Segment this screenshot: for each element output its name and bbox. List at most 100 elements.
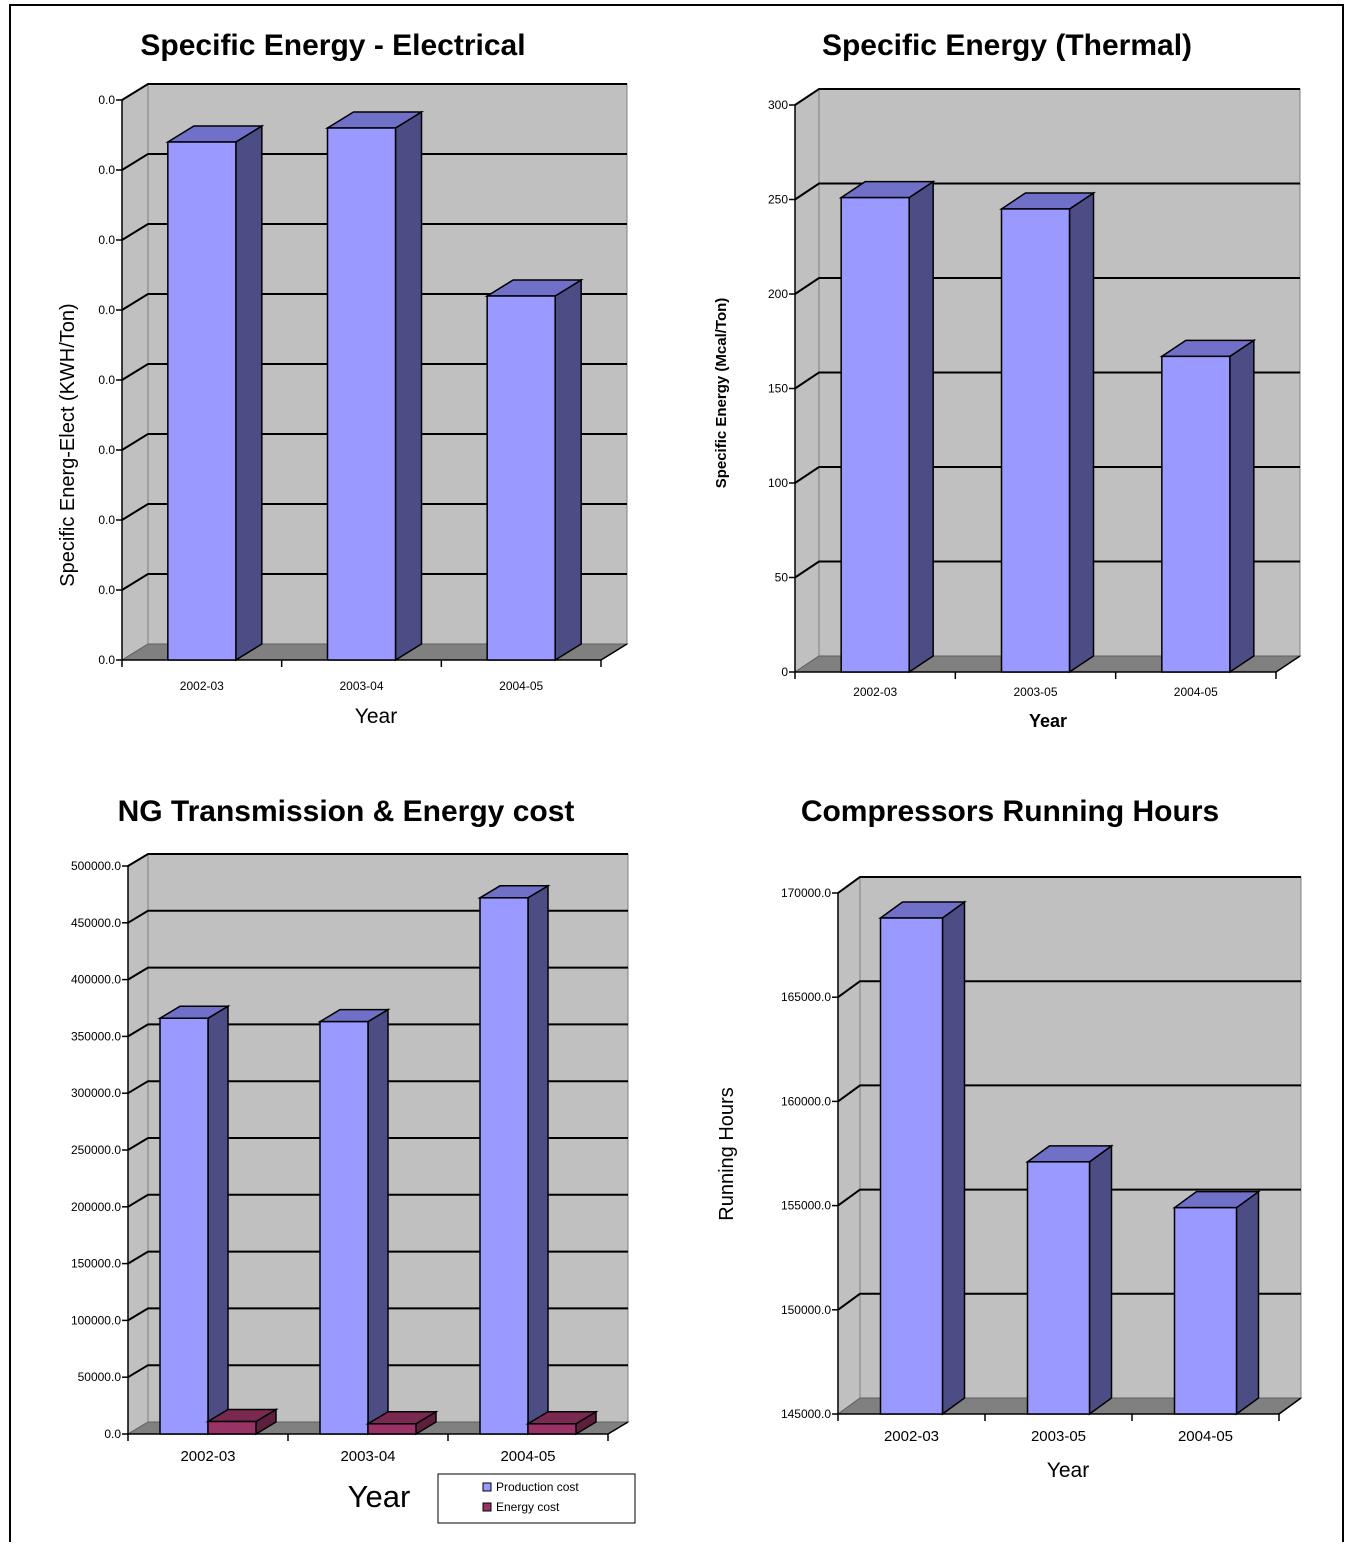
bar-series1: [477, 884, 551, 1436]
bar-series2: [205, 1408, 279, 1436]
y-tick-label: 170000.0: [781, 886, 831, 900]
bar-series1: [838, 180, 936, 674]
y-tick-label: 0.0: [98, 443, 115, 457]
y-tick-label: 250000.0: [71, 1143, 121, 1157]
legend-swatch-production: [482, 1482, 492, 1492]
bar-front: [207, 1420, 257, 1435]
x-axis-depth-line: [1278, 1397, 1302, 1415]
x-tick-label: 2004-05: [1174, 685, 1218, 699]
y-tick-label: 200: [768, 287, 788, 301]
gridline: [121, 573, 627, 591]
gridline: [121, 153, 627, 171]
plot-area-3: 0.0 50000.0 100000.0 150000.0 200000.0 250000…: [71, 853, 630, 1465]
y-tick-label: 155000.0: [781, 1199, 831, 1213]
x-tick-label: 2003-04: [340, 1448, 395, 1465]
gridline: [794, 88, 1300, 106]
x-tick-label: 2002-03: [853, 685, 897, 699]
bar-side: [1068, 191, 1095, 674]
y-tick-label: 0.0: [98, 513, 115, 527]
gridline: [127, 1307, 628, 1322]
y-tick-label: 150: [768, 382, 788, 396]
gridline: [794, 277, 1300, 295]
gridline: [121, 433, 627, 451]
gridline: [837, 980, 1301, 999]
bar-side: [908, 180, 934, 674]
chart-title: NG Transmission & Energy cost: [118, 795, 575, 828]
bar-series2: [365, 1410, 439, 1436]
y-tick-label: 100000.0: [71, 1313, 121, 1327]
gridline: [127, 1023, 628, 1038]
bar-side: [207, 1004, 229, 1436]
gridline: [127, 1137, 628, 1151]
legend-swatch-energy: [482, 1502, 492, 1512]
bar-side: [394, 110, 423, 662]
y-tick-label: 350000.0: [71, 1029, 121, 1043]
gridline: [794, 466, 1300, 484]
bar-series1: [324, 110, 425, 662]
bar-series1: [317, 1008, 391, 1436]
x-tick-label: 2002-03: [884, 1428, 939, 1445]
gridline: [837, 1292, 1301, 1311]
y-tick-label: 160000.0: [781, 1094, 831, 1108]
y-tick-label: 450000.0: [71, 916, 121, 930]
x-axis-depth-line: [600, 643, 628, 661]
bar-side: [1229, 338, 1255, 674]
bar-side: [367, 1008, 389, 1436]
y-tick-label: 145000.0: [781, 1407, 831, 1421]
y-tick-label: 200000.0: [71, 1200, 121, 1214]
gridline: [127, 1250, 628, 1265]
bar-front: [1026, 1161, 1091, 1415]
y-tick-label: 400000.0: [71, 973, 121, 987]
gridline: [794, 560, 1300, 579]
gridline: [794, 371, 1300, 390]
bar-front: [326, 127, 397, 661]
bar-side: [941, 900, 966, 1416]
side-wall: [837, 876, 861, 1415]
chart-electrical: Specific Energy - Electrical Specific En…: [57, 29, 526, 728]
bar-front: [1173, 1206, 1238, 1415]
chart-compressors: Compressors Running Hours Running Hours …: [716, 795, 1219, 1482]
chart-ng-transmission: NG Transmission & Energy cost Year Produ…: [118, 795, 636, 1524]
y-tick-label: 0.0: [98, 653, 115, 667]
bar-front: [159, 1017, 209, 1435]
y-tick-label: 250: [768, 193, 788, 207]
bar-series1: [165, 124, 265, 662]
gridline: [121, 503, 627, 521]
y-axis-label: Running Hours: [716, 1087, 738, 1220]
x-axis-label: Year: [1047, 1459, 1089, 1482]
bar-series1: [999, 191, 1096, 674]
bar-series1: [484, 278, 584, 662]
bar-front: [167, 141, 237, 661]
gridline: [837, 876, 1301, 894]
gridline: [837, 1084, 1301, 1103]
chart-thermal: Specific Energy (Thermal) Specific Energ…: [713, 29, 1192, 731]
x-tick-label: 2003-04: [339, 679, 383, 693]
gridline: [121, 83, 627, 101]
y-tick-label: 50000.0: [78, 1370, 122, 1384]
chart-title: Compressors Running Hours: [801, 795, 1219, 828]
bar-series2: [525, 1410, 599, 1436]
legend: Production cost Energy cost: [437, 1473, 636, 1524]
y-tick-label: 100: [768, 476, 788, 490]
bar-front: [319, 1020, 369, 1435]
gridline: [121, 363, 627, 381]
gridline: [837, 1188, 1301, 1207]
x-axis-depth-line: [1275, 655, 1301, 673]
y-tick-label: 150000.0: [781, 1303, 831, 1317]
bar-series1: [1172, 1190, 1261, 1416]
y-axis-label: Specific Energ-Elect (KWH/Ton): [57, 303, 79, 586]
y-tick-label: 0.0: [98, 583, 115, 597]
bar-front: [1161, 355, 1231, 673]
bar-side: [554, 278, 582, 662]
x-tick-label: 2003-05: [1031, 1428, 1086, 1445]
bar-front: [1000, 208, 1071, 673]
plot-area-1: 0.0 0.0 0.0 0.0 0.0 0.0 0.0 0.0 0.0 2002-03 2003-0…: [98, 83, 629, 693]
bar-series1: [878, 900, 967, 1416]
bar-series1: [157, 1004, 231, 1436]
bar-front: [840, 196, 910, 673]
gridline: [127, 909, 628, 924]
bar-front: [527, 1423, 577, 1435]
gridline: [127, 966, 628, 981]
gridline: [121, 223, 627, 241]
legend-label-production: Production cost: [496, 1480, 579, 1494]
